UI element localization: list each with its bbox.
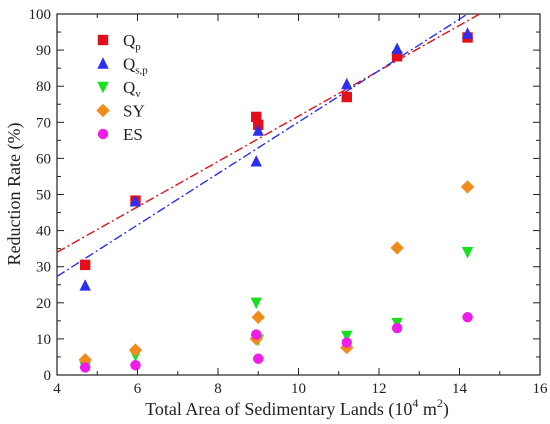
y-tick-label: 30 (36, 260, 51, 276)
data-point (251, 310, 265, 324)
series-sy (78, 180, 475, 367)
trendline-qp (56, 13, 480, 253)
data-point (250, 155, 262, 167)
data-points (78, 27, 475, 374)
data-point (250, 297, 262, 309)
data-point (462, 312, 473, 323)
data-point (461, 27, 474, 39)
x-axis-title: Total Area of Sedimentary Lands (104 m2) (145, 396, 449, 420)
data-point (79, 279, 91, 291)
legend-marker (96, 103, 110, 118)
x-tick-label: 14 (452, 381, 468, 397)
y-tick-label: 10 (36, 332, 51, 348)
series-qsp (79, 27, 474, 291)
x-tick-label: 12 (372, 381, 387, 397)
data-point (390, 241, 404, 255)
data-point (461, 247, 474, 259)
x-tick-label: 10 (291, 381, 306, 397)
data-point (253, 353, 264, 364)
y-tick-label: 90 (36, 43, 51, 59)
y-tick-label: 40 (36, 224, 51, 240)
legend-label: ES (123, 125, 143, 144)
x-tick-label: 8 (214, 381, 222, 397)
data-point (391, 42, 403, 54)
legend-marker (97, 34, 109, 46)
legend-label: Qp (123, 31, 141, 53)
y-tick-label: 70 (36, 115, 51, 131)
data-point (128, 343, 143, 357)
data-point (391, 51, 403, 62)
legend-label: Qs,p (123, 55, 148, 77)
x-tick-label: 6 (134, 381, 142, 397)
legend-marker (97, 57, 109, 69)
data-point (341, 337, 352, 348)
legend-label: Qv (123, 78, 141, 100)
legend-marker (97, 81, 109, 94)
data-point (79, 259, 91, 271)
data-point (78, 353, 92, 367)
y-tick-label: 50 (36, 188, 51, 204)
legend-marker (97, 128, 109, 140)
y-tick-label: 0 (44, 368, 52, 384)
trendlines (56, 13, 480, 278)
data-point (341, 77, 353, 90)
y-tick-label: 60 (36, 151, 51, 167)
data-point (129, 195, 142, 207)
y-tick-label: 20 (36, 296, 51, 312)
data-point (391, 322, 403, 334)
data-point (341, 330, 353, 343)
x-tick-label: 4 (53, 381, 61, 397)
trendline-qsp (56, 13, 468, 278)
series-qv (79, 247, 474, 374)
data-point (341, 91, 352, 103)
axis-ticks: 4 6 8 10 12 14 16 0 10 20 30 40 50 60 70 80 90 100 (29, 7, 549, 397)
legend-label: SY (123, 102, 145, 121)
y-tick-label: 100 (29, 7, 52, 23)
y-axis-title: Reduction Rate (%) (4, 123, 25, 266)
data-point (251, 111, 262, 123)
x-tick-label: 16 (533, 381, 549, 397)
data-point (79, 362, 91, 373)
y-tick-label: 80 (36, 79, 51, 95)
data-point (252, 124, 264, 136)
data-point (460, 180, 475, 194)
series-es (79, 312, 473, 373)
data-point (130, 360, 141, 371)
data-point (251, 329, 262, 340)
